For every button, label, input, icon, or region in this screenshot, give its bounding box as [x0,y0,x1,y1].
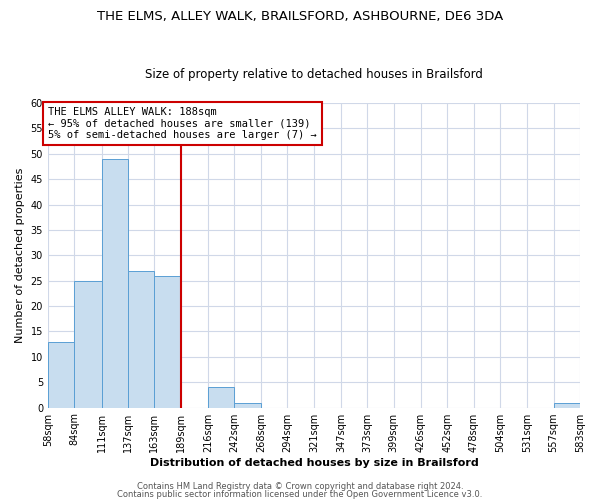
Bar [74,280,101,407]
Bar [554,402,580,407]
X-axis label: Distribution of detached houses by size in Brailsford: Distribution of detached houses by size … [149,458,478,468]
Bar [101,159,128,408]
Bar [128,270,154,407]
Text: THE ELMS, ALLEY WALK, BRAILSFORD, ASHBOURNE, DE6 3DA: THE ELMS, ALLEY WALK, BRAILSFORD, ASHBOU… [97,10,503,23]
Text: Contains public sector information licensed under the Open Government Licence v3: Contains public sector information licen… [118,490,482,499]
Y-axis label: Number of detached properties: Number of detached properties [15,168,25,343]
Text: Contains HM Land Registry data © Crown copyright and database right 2024.: Contains HM Land Registry data © Crown c… [137,482,463,491]
Bar [208,388,235,407]
Bar [154,276,181,407]
Title: Size of property relative to detached houses in Brailsford: Size of property relative to detached ho… [145,68,483,81]
Bar [235,402,261,407]
Text: THE ELMS ALLEY WALK: 188sqm
← 95% of detached houses are smaller (139)
5% of sem: THE ELMS ALLEY WALK: 188sqm ← 95% of det… [49,107,317,140]
Bar [48,342,74,407]
